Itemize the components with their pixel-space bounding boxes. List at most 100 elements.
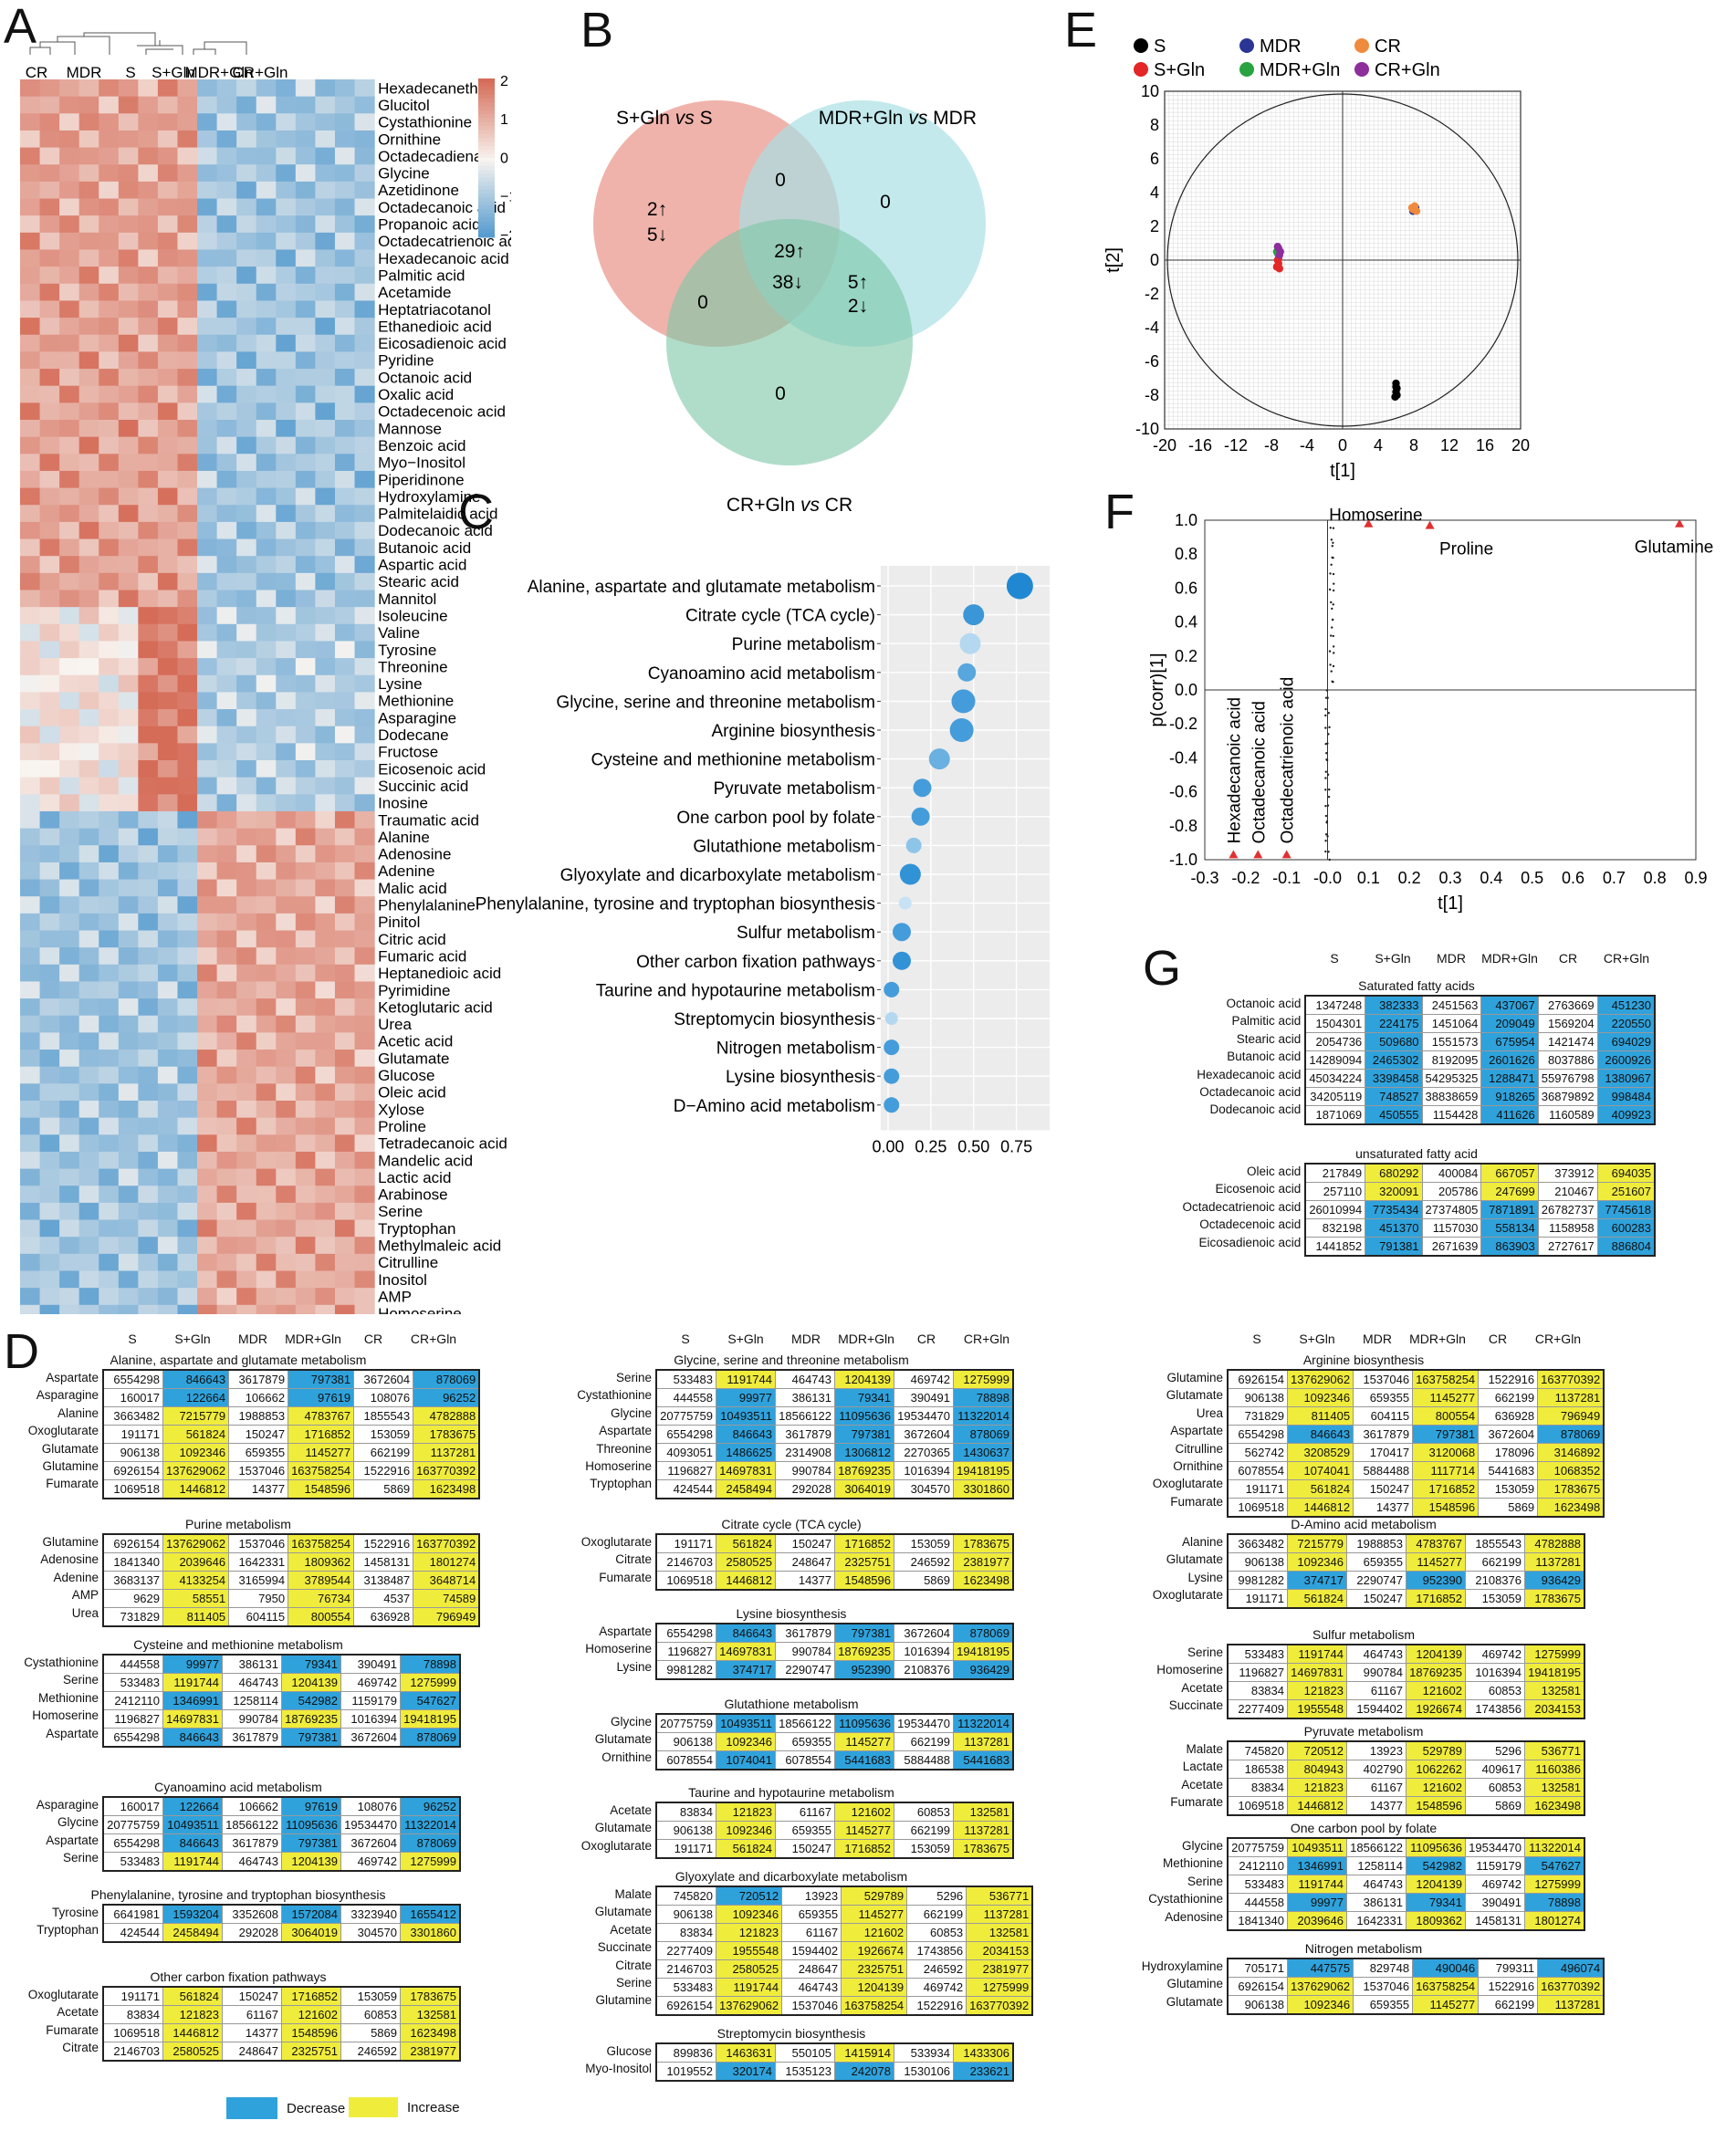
heatmap-cell	[197, 1186, 218, 1204]
heatmap-cell	[157, 641, 179, 659]
heatmap-cell	[118, 181, 139, 200]
value-cell: 720512	[1287, 1740, 1347, 1760]
value-cell: 11095636	[834, 1406, 894, 1426]
heatmap-cell	[354, 760, 375, 778]
heatmap-cell	[276, 556, 297, 574]
heatmap-cell	[59, 1202, 80, 1221]
heatmap-cell	[276, 1288, 297, 1306]
column-header: MDR	[238, 1332, 267, 1346]
heatmap-cell	[216, 1032, 237, 1050]
value-cell: 561824	[1287, 1589, 1347, 1609]
heatmap-cell	[78, 113, 99, 131]
heatmap-cell	[20, 96, 41, 114]
heatmap-group-label: CR+Gln	[233, 64, 288, 81]
value-cell: 6554298	[1227, 1425, 1288, 1444]
value-cell: 411626	[1480, 1105, 1539, 1125]
row-label: Cystathionine	[577, 1388, 652, 1403]
value-cell: 137629062	[1286, 1977, 1354, 1996]
heatmap-cell	[334, 590, 356, 608]
value-cell: 1275999	[400, 1673, 461, 1692]
scale-step	[478, 138, 495, 143]
heatmap-cell	[118, 913, 139, 932]
heatmap-cell	[197, 896, 218, 914]
heatmap-cell	[216, 896, 237, 914]
heatmap-cell	[197, 1083, 218, 1102]
heatmap-cell	[276, 998, 297, 1017]
heatmap-cell	[216, 810, 237, 830]
column-header: MDR+Gln	[285, 1332, 341, 1346]
scale-step	[478, 118, 495, 123]
heatmap-cell	[118, 845, 139, 863]
value-cell: 1548596	[1412, 1498, 1480, 1518]
scale-step	[478, 193, 495, 198]
heatmap-cell	[197, 1219, 218, 1238]
value-cell: 2034153	[966, 1941, 1033, 1960]
heatmap-cell	[39, 249, 60, 267]
heatmap-cell	[216, 1015, 237, 1033]
value-cell: 1783675	[400, 1986, 461, 2006]
heatmap-cell	[59, 709, 80, 727]
x-axis-label: t[1]	[1438, 893, 1463, 913]
heatmap-cell	[236, 913, 257, 932]
value-cell: 745820	[1227, 1740, 1288, 1760]
heatmap-cell	[216, 641, 237, 659]
heatmap-cell	[177, 641, 198, 659]
heatmap-cell	[157, 1202, 179, 1221]
table-row: 533483 1191744 464743 1204139 469742 1275999	[1227, 1875, 1585, 1894]
row-label: Palmitic acid	[1231, 1014, 1302, 1029]
value-cell: 797381	[1412, 1425, 1480, 1444]
heatmap-cell	[177, 181, 198, 200]
heatmap-cell	[334, 79, 356, 98]
heatmap-cell	[334, 674, 356, 693]
loading-point	[1327, 712, 1330, 715]
heatmap-cell	[99, 79, 120, 98]
table-row: 1504301 224175 1451064 209049 1569204 220550	[1304, 1014, 1656, 1033]
heatmap-cell	[236, 641, 257, 659]
heatmap-cell	[39, 318, 60, 336]
heatmap-cell	[157, 930, 179, 948]
heatmap-cell	[118, 318, 139, 336]
column-header: S+Gln	[174, 1332, 211, 1346]
value-cell: 11322014	[1524, 1837, 1585, 1857]
heatmap-cell	[315, 79, 336, 98]
heatmap-cell	[59, 964, 80, 983]
value-cell: 878069	[1537, 1425, 1605, 1444]
heatmap-cell	[118, 521, 139, 540]
scale-step	[478, 114, 495, 119]
value-cell: 178096	[1478, 1443, 1539, 1462]
heatmap-cell	[99, 215, 120, 234]
heatmap-cell	[276, 96, 297, 114]
heatmap-cell	[138, 1304, 159, 1314]
value-cell: 14377	[228, 1479, 289, 1499]
heatmap-cell	[118, 96, 139, 114]
heatmap-cell	[295, 1101, 316, 1119]
value-cell: 292028	[222, 1923, 282, 1943]
scale-step	[478, 141, 495, 147]
heatmap-cell	[197, 862, 218, 881]
value-cell: 3301860	[953, 1479, 1014, 1499]
value-cell: 3672604	[894, 1425, 954, 1444]
value-cell: 18566122	[222, 1815, 282, 1834]
x-tick-label: -12	[1224, 436, 1248, 454]
heatmap-cell	[256, 1219, 277, 1238]
table-row: 705171 447575 829748 490046 799311 496074	[1227, 1958, 1605, 1978]
venn-count: 5↓	[647, 225, 667, 245]
value-cell: 7745618	[1596, 1200, 1656, 1219]
value-cell: 163758254	[1412, 1977, 1480, 1996]
heatmap-cell	[354, 828, 375, 846]
highlighted-metabolite	[1253, 850, 1263, 859]
heatmap-cell	[59, 1288, 80, 1306]
heatmap-cell	[157, 1083, 179, 1102]
value-cell: 1347248	[1304, 995, 1366, 1015]
heatmap-cell	[118, 760, 139, 778]
x-tick-label: 0.50	[957, 1137, 989, 1155]
heatmap-cell	[138, 521, 159, 540]
value-cell: 374717	[716, 1660, 776, 1680]
value-cell: 1855543	[1465, 1533, 1525, 1553]
score-point	[1275, 251, 1283, 259]
value-cell: 720512	[715, 1886, 783, 1906]
heatmap-cell	[138, 998, 159, 1017]
heatmap-cell	[99, 505, 120, 523]
heatmap-cell	[256, 556, 277, 574]
heatmap-cell	[276, 913, 297, 932]
